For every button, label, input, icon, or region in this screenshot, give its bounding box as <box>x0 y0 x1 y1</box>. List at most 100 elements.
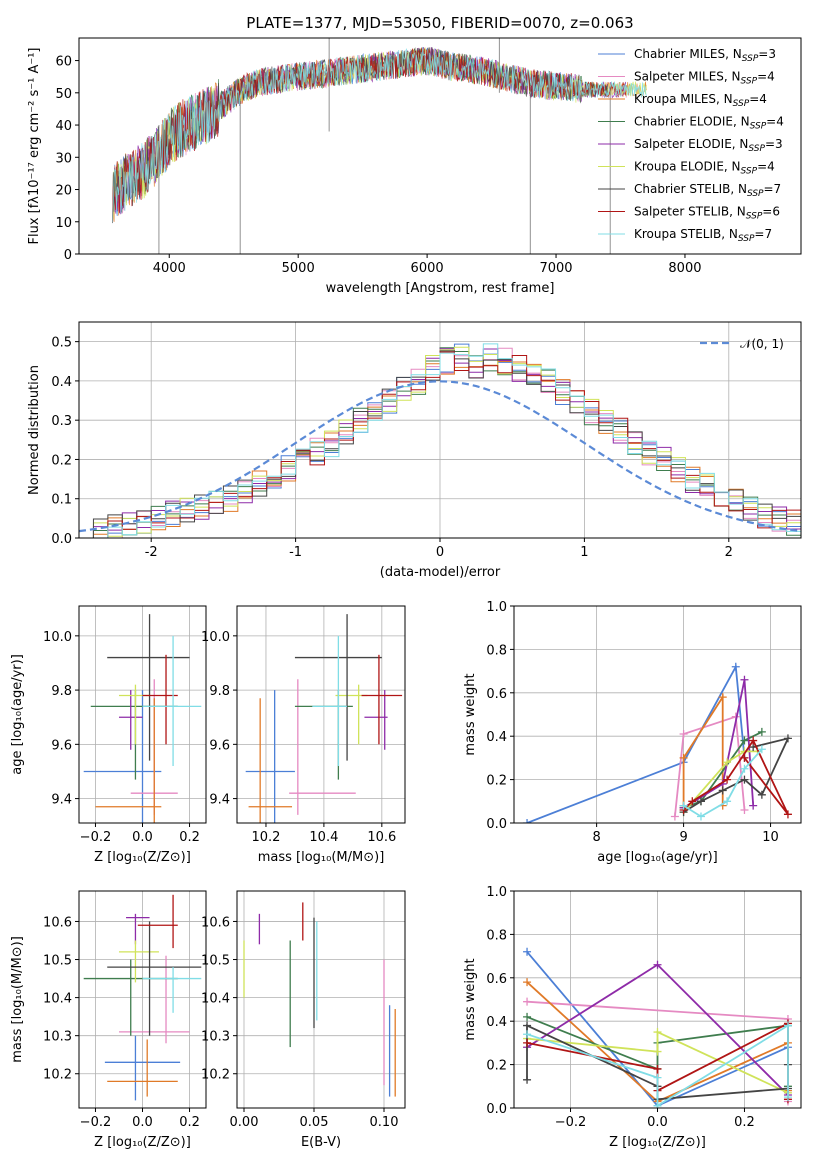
y-tick-label: 10.6 <box>201 915 230 930</box>
series-marker-salpeter_stelib <box>653 1064 662 1073</box>
y-tick-label: 0.6 <box>486 687 507 702</box>
panel-mass_vs_ebv: 0.00 0.05 0.10 10.2 10.3 10.4 10.5 10.6 E(B-V) <box>201 890 406 1150</box>
y-tick-label: 0.0 <box>51 532 72 547</box>
legend-subscript: SSP <box>741 167 758 177</box>
legend-subscript: SSP <box>741 77 758 87</box>
legend-tail: =4 <box>757 70 775 84</box>
weight_vs_Z-frame: −0.2 0.0 0.2 0.0 0.2 0.4 0.6 0.8 1.0 Z [log₁₀(Z/Z… <box>463 885 802 1150</box>
legend-subscript: SSP <box>738 234 755 244</box>
y-tick-label: 10.6 <box>43 915 72 930</box>
axes-frame <box>236 605 406 824</box>
x-tick-label: 0.2 <box>179 1115 200 1130</box>
y-axis-label: Normed distribution <box>27 365 42 495</box>
series-marker-kroupa_elodie <box>723 758 732 767</box>
y-axis-label: mass weight <box>463 958 478 1040</box>
x-tick-label: -1 <box>289 545 302 560</box>
series-marker-chabrier_stelib <box>740 775 749 784</box>
legend-label: Chabrier ELODIE, N <box>634 115 750 129</box>
y-tick-label: 10.5 <box>43 954 72 969</box>
x-tick-label: −0.2 <box>555 1115 587 1130</box>
residuals-frame: -2 -1 0 1 2 0.0 0.1 0.2 0.3 0.4 0.5 (data-model)/er… <box>27 321 802 580</box>
y-tick-label: 0.4 <box>486 730 507 745</box>
y-tick-label: 20 <box>55 184 72 199</box>
legend-subscript: SSP <box>748 144 765 154</box>
weight_vs_age-marks <box>523 662 792 823</box>
legend-tail: =4 <box>766 115 784 129</box>
x-tick-label: 6000 <box>411 261 444 276</box>
y-tick-label: 0.3 <box>51 414 72 429</box>
panel-residuals: -2 -1 0 1 2 0.0 0.1 0.2 0.3 0.4 0.5 (data-model)/er… <box>27 321 802 580</box>
y-tick-label: 9.8 <box>51 684 72 699</box>
legend-entry: Salpeter ELODIE, NSSP=3 <box>634 137 783 154</box>
series-marker-salpeter_stelib <box>749 736 758 745</box>
x-axis-label: Z [log₁₀(Z/Z⊙)] <box>94 1135 191 1150</box>
y-tick-label: 1.0 <box>486 885 507 900</box>
series-marker-salpeter_elodie <box>749 801 758 810</box>
weight_vs_Z-marks <box>523 947 792 1108</box>
x-tick-label: 0.0 <box>132 1115 153 1130</box>
series-marker-salpeter_stelib <box>783 810 792 819</box>
legend-entry: Salpeter MILES, NSSP=4 <box>634 70 775 87</box>
series-line-kroupa_elodie <box>526 1030 789 1094</box>
series-marker-kroupa_stelib <box>757 745 766 754</box>
x-tick-label: −0.2 <box>80 830 112 845</box>
series-line-salpeter_elodie <box>683 679 755 809</box>
y-tick-label: 0.2 <box>51 453 72 468</box>
series-line-salpeter_miles <box>674 715 746 817</box>
age_vs_Z-frame: −0.2 0.0 0.2 9.4 9.6 9.8 10.0 Z [log₁₀(Z/Z⊙)] ag… <box>10 605 207 865</box>
series-marker-chabrier_stelib <box>757 790 766 799</box>
series-marker-kroupa_miles <box>718 693 727 702</box>
legend-label: Salpeter MILES, N <box>634 70 741 84</box>
x-tick-label: 0 <box>436 545 444 560</box>
x-tick-label: 2 <box>725 545 733 560</box>
series-marker-kroupa_elodie <box>653 1047 662 1056</box>
residual-legend: 𝒩(0, 1) <box>700 337 784 351</box>
panel-spectrum: 4000 5000 6000 7000 8000 0 10 20 30 40 50 60 wavelen… <box>27 37 802 296</box>
series-marker-salpeter_miles <box>523 997 532 1006</box>
y-tick-label: 9.4 <box>51 793 72 808</box>
y-tick-label: 10.3 <box>43 1030 72 1045</box>
y-tick-label: 60 <box>55 55 72 70</box>
y-tick-label: 10.5 <box>201 954 230 969</box>
y-tick-label: 10.3 <box>201 1030 230 1045</box>
y-tick-label: 0.2 <box>486 774 507 789</box>
histogram-kroupa_stelib <box>79 343 801 538</box>
series-marker-salpeter_miles <box>679 730 688 739</box>
legend-tail: =4 <box>757 160 775 174</box>
series-marker-kroupa_miles <box>523 978 532 987</box>
series-marker-kroupa_stelib <box>696 812 705 821</box>
series-marker-chabrier_elodie <box>740 736 749 745</box>
legend-label: Chabrier STELIB, N <box>634 182 747 196</box>
legend-entry: Kroupa ELODIE, NSSP=4 <box>634 160 775 177</box>
series-marker-chabrier_miles <box>523 947 532 956</box>
y-tick-label: 10.0 <box>201 630 230 645</box>
y-tick-label: 9.4 <box>209 793 230 808</box>
axes-frame <box>236 890 406 1109</box>
panel-age_vs_mass: 10.2 10.4 10.6 9.4 9.6 9.8 10.0 mass [log₁₀(M/M… <box>201 605 406 865</box>
y-tick-label: 10 <box>55 216 72 231</box>
series-marker-salpeter_elodie <box>653 960 662 969</box>
figure-title: PLATE=1377, MJD=53050, FIBERID=0070, z=0… <box>246 14 633 32</box>
x-tick-label: 8000 <box>668 261 701 276</box>
series-marker-kroupa_stelib <box>523 1030 532 1039</box>
legend-entry: Chabrier MILES, NSSP=3 <box>634 47 776 64</box>
legend-label: Kroupa ELODIE, N <box>634 160 741 174</box>
series-marker-chabrier_stelib <box>523 1075 532 1084</box>
series-marker-salpeter_stelib <box>688 797 697 806</box>
x-tick-label: 7000 <box>539 261 572 276</box>
series-marker-chabrier_miles <box>731 662 740 671</box>
y-tick-label: 0.1 <box>51 493 72 508</box>
y-tick-label: 50 <box>55 87 72 102</box>
x-axis-label: age [log₁₀(age/yr)] <box>597 850 718 865</box>
series-marker-kroupa_stelib <box>653 1101 662 1108</box>
y-tick-label: 10.0 <box>43 630 72 645</box>
series-marker-salpeter_stelib <box>740 753 749 762</box>
age_vs_mass-marks <box>245 614 403 823</box>
y-tick-label: 1.0 <box>486 600 507 615</box>
series-line-chabrier_miles <box>526 663 746 823</box>
age_vs_mass-frame: 10.2 10.4 10.6 9.4 9.6 9.8 10.0 mass [log₁₀(M/M… <box>201 605 406 865</box>
y-axis-label: mass weight <box>463 673 478 755</box>
x-tick-label: 9 <box>679 830 687 845</box>
panel-mass_vs_Z: −0.2 0.0 0.2 10.2 10.3 10.4 10.5 10.6 Z [log₁₀(Z… <box>10 890 207 1150</box>
